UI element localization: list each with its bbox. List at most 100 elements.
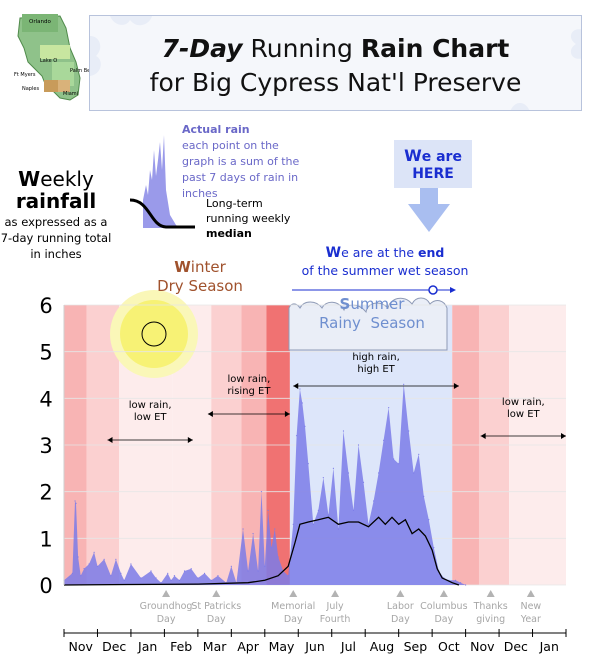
actual-rain-point — [190, 568, 192, 570]
range-arrowhead — [284, 411, 290, 417]
range-arrowhead — [561, 433, 566, 439]
season-end-text: We are at the end of the summer wet seas… — [270, 244, 500, 279]
actual-rain-point — [362, 481, 365, 483]
sun-icon — [110, 290, 198, 378]
winter-rest: inter — [190, 258, 226, 276]
month-label: Oct — [438, 639, 460, 654]
map-label: Naples — [22, 86, 39, 92]
here-box: We are HERE — [394, 140, 472, 188]
actual-rain-point — [123, 579, 125, 581]
holiday-label: Day — [391, 614, 410, 625]
actual-rain-point — [71, 572, 73, 574]
chart-title-line2: for Big Cypress Nat'l Preserve — [149, 68, 522, 97]
end-cap: W — [325, 245, 342, 261]
actual-rain-point — [130, 563, 132, 565]
actual-rain-point — [312, 523, 314, 525]
holiday-marker — [526, 590, 535, 597]
florida-map: Orlando Lake O Ft Myers Palm Beach Naple… — [6, 13, 99, 105]
actual-rain-point — [287, 575, 289, 577]
month-label: May — [269, 639, 295, 654]
month-label: Dec — [504, 639, 528, 654]
actual-rain-point — [150, 570, 152, 572]
actual-rain-point — [299, 388, 301, 390]
actual-rain-point — [110, 575, 112, 577]
actual-rain-point — [74, 500, 76, 502]
holiday-marker — [396, 590, 405, 597]
legend-median-title: Long-term — [206, 197, 263, 210]
winter-line2: Dry Season — [157, 277, 243, 295]
month-label: Nov — [69, 639, 94, 654]
title-italic: 7-Day — [161, 34, 243, 63]
legend-median: Long-term running weekly median — [206, 196, 290, 241]
y-tick-label: 0 — [39, 574, 52, 598]
actual-rain-point — [242, 528, 244, 530]
summer-rest: ummer — [350, 295, 405, 313]
range-arrowhead — [107, 437, 113, 443]
title-word: Running — [250, 34, 353, 63]
actual-rain-point — [264, 565, 266, 567]
map-label: Orlando — [29, 19, 51, 25]
actual-rain-point — [274, 528, 276, 530]
summer-cloud — [288, 297, 448, 351]
actual-rain-point — [465, 584, 467, 586]
actual-rain-point — [140, 577, 142, 579]
actual-rain-point — [115, 558, 117, 560]
actual-rain-point — [408, 430, 410, 432]
actual-rain-point — [337, 528, 340, 530]
month-label: Aug — [370, 639, 394, 654]
range-arrowhead — [453, 383, 459, 389]
range-label: low ET — [507, 409, 541, 420]
legend-median-l3: median — [206, 227, 252, 240]
range-label: rising ET — [227, 386, 271, 397]
end-bold: end — [418, 245, 445, 260]
here-line2: HERE — [412, 166, 454, 182]
holiday-markers: Groundhog Day St Patricks Day Memorial Day Jul… — [140, 590, 541, 625]
actual-rain-point — [83, 568, 85, 570]
holiday-label: Day — [157, 614, 176, 625]
actual-rain-point — [367, 523, 370, 525]
y-axis-description: Weekly rainfall as expressed as a 7-day … — [0, 168, 112, 262]
month-label: Jan — [539, 639, 559, 654]
month-label: Dec — [102, 639, 126, 654]
season-end-arrow — [292, 285, 456, 295]
actual-rain-point — [270, 547, 273, 549]
y-axis: 0 1 2 3 4 5 6 — [39, 294, 65, 598]
actual-rain-point — [383, 439, 385, 441]
holiday-label: Thanks — [473, 601, 508, 612]
actual-rain-point — [413, 472, 415, 474]
actual-rain-point — [173, 575, 176, 577]
map-label: Palm Beach — [70, 68, 99, 74]
actual-rain-point — [398, 463, 400, 465]
data-series — [63, 383, 467, 586]
actual-rain-point — [210, 579, 212, 581]
actual-rain-point — [80, 575, 82, 577]
y-tick-label: 6 — [39, 294, 52, 318]
range-label: low rain, — [502, 397, 545, 408]
actual-rain-point — [393, 458, 395, 460]
actual-rain-point — [257, 570, 259, 572]
holiday-label: Fourth — [320, 614, 351, 625]
range-arrowhead — [207, 411, 213, 417]
actual-rain-point — [120, 572, 122, 574]
map-label: Lake O — [40, 58, 57, 64]
actual-rain-point — [170, 579, 172, 581]
actual-rain-point — [77, 556, 79, 558]
actual-rain-point — [197, 577, 199, 579]
here-arrow-icon — [408, 188, 450, 232]
actual-rain-point — [372, 500, 375, 502]
here-rest: e are — [421, 149, 462, 165]
y-tick-label: 1 — [39, 527, 52, 551]
actual-rain-point — [332, 467, 335, 469]
map-label: Miami — [63, 91, 78, 97]
holiday-label: Day — [434, 614, 453, 625]
range-label: low ET — [134, 412, 168, 423]
actual-rain-point — [317, 509, 319, 511]
holiday-label: Day — [284, 614, 303, 625]
actual-rain-point — [322, 477, 324, 479]
actual-rain-point — [247, 570, 249, 572]
actual-rain-point — [155, 577, 157, 579]
actual-rain-point — [167, 572, 169, 574]
holiday-marker — [162, 590, 171, 597]
